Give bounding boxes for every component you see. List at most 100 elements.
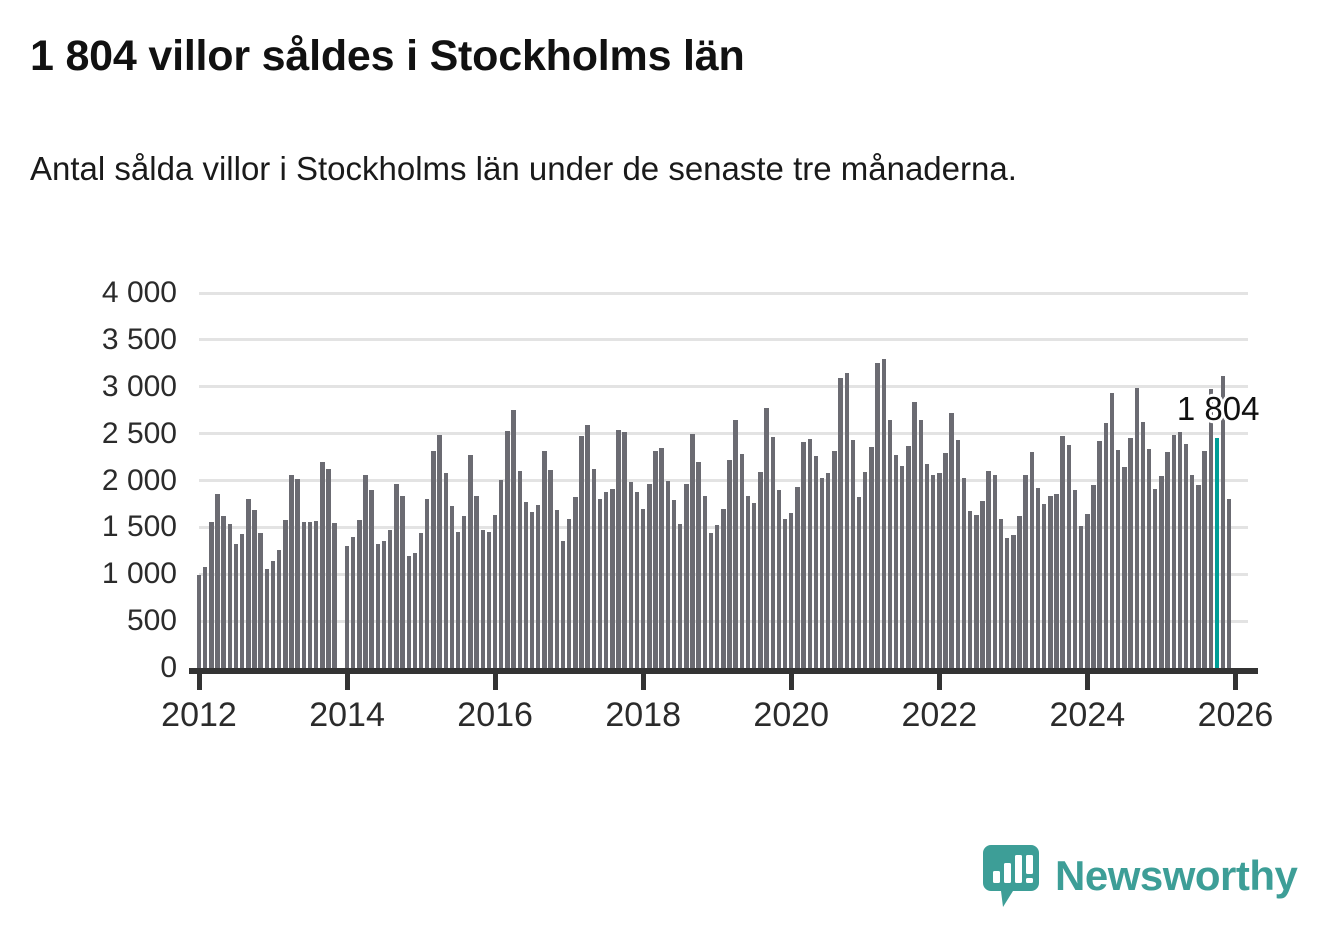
bar [455, 532, 461, 668]
bar [1078, 525, 1084, 668]
bar [437, 434, 442, 668]
y-axis-tick-label: 1 500 [101, 510, 177, 544]
bar [536, 504, 541, 668]
bar [295, 478, 300, 668]
y-axis-tick-label: 2 000 [101, 463, 177, 497]
x-axis-tick-label: 2026 [1197, 696, 1274, 734]
bar [579, 436, 584, 668]
bar [406, 555, 411, 668]
gridline [199, 385, 1248, 389]
bar [634, 491, 640, 668]
bar [912, 401, 917, 668]
x-axis-tick [492, 674, 498, 690]
highlight-value-label: 1 804 [1176, 390, 1260, 428]
bar [1128, 438, 1133, 668]
bar [573, 497, 578, 668]
bar [1122, 467, 1127, 668]
bar [881, 358, 886, 668]
bar [246, 499, 251, 668]
bar [727, 459, 732, 668]
bar [529, 512, 535, 668]
bar [313, 520, 319, 668]
bar [1072, 489, 1078, 668]
bar [307, 521, 313, 668]
newsworthy-logo[interactable]: Newsworthy [983, 845, 1298, 907]
bar [412, 552, 418, 668]
bar [1227, 498, 1232, 668]
bar [659, 447, 664, 668]
bar [363, 474, 368, 668]
bar [1171, 434, 1176, 668]
bar [1091, 485, 1096, 668]
bar [955, 440, 961, 668]
page-title: 1 804 villor såldes i Stockholms län [30, 32, 745, 80]
bar [721, 508, 726, 668]
x-axis-tick [196, 674, 202, 690]
bar [1220, 376, 1226, 668]
x-axis-tick [1084, 674, 1090, 690]
bar [350, 536, 356, 668]
x-axis-tick [640, 674, 646, 690]
bar [906, 445, 911, 668]
gridline [199, 432, 1248, 436]
x-axis-tick-label: 2022 [901, 696, 978, 734]
bar [1196, 485, 1201, 668]
bar [517, 471, 522, 668]
bar [585, 425, 590, 668]
bar [486, 532, 492, 668]
bar [869, 446, 874, 668]
bar [1153, 488, 1158, 668]
logo-wordmark: Newsworthy [1055, 852, 1298, 899]
bar [900, 465, 905, 668]
y-axis-tick-label: 4 000 [101, 276, 177, 309]
bar [289, 474, 294, 668]
x-axis-tick [344, 674, 350, 690]
bar [967, 511, 973, 668]
bar [616, 429, 621, 668]
bar [566, 518, 572, 668]
bar [665, 480, 671, 668]
bar [1109, 393, 1115, 668]
bar [708, 533, 714, 668]
bar [1097, 441, 1102, 668]
bar [745, 496, 751, 668]
bar [591, 469, 597, 668]
bar [215, 493, 220, 668]
bar [640, 508, 646, 668]
bar [702, 496, 708, 668]
bar [1190, 474, 1195, 668]
bar [776, 489, 782, 668]
bar [1146, 448, 1152, 668]
bar [813, 456, 819, 668]
gridline [199, 338, 1248, 342]
bar [844, 372, 849, 668]
bar [418, 533, 424, 668]
y-axis-tick-label: 1 000 [101, 557, 177, 591]
bar [523, 502, 529, 668]
bar [560, 540, 566, 668]
bar [1041, 503, 1047, 668]
x-axis-tick-label: 2016 [457, 696, 533, 734]
bar [375, 544, 381, 668]
bar [387, 530, 393, 668]
bar [696, 461, 701, 668]
bar [1116, 449, 1121, 668]
bar [449, 505, 455, 668]
bar [628, 482, 634, 668]
bar [677, 523, 683, 668]
bar [233, 544, 239, 668]
bar [1103, 423, 1109, 668]
bar [468, 455, 473, 668]
bar [462, 516, 467, 668]
bar [474, 495, 479, 668]
bar [1066, 444, 1072, 668]
bar [239, 533, 245, 668]
bar [838, 378, 843, 668]
bar [1165, 452, 1170, 668]
bar [505, 430, 510, 668]
bar [369, 489, 374, 668]
bar [1159, 475, 1164, 668]
bar [326, 469, 331, 668]
bar [733, 419, 738, 668]
x-axis-tick-label: 2012 [161, 696, 237, 734]
